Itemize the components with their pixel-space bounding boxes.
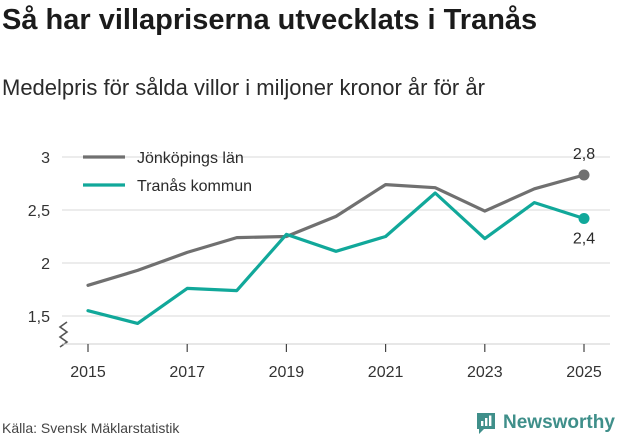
axis-break-mark: [58, 321, 69, 348]
chart-subtitle: Medelpris för sålda villor i miljoner kr…: [2, 75, 485, 100]
source-note: Källa: Svensk Mäklarstatistik: [2, 420, 180, 436]
newsworthy-logo-icon: [477, 413, 495, 434]
x-axis: 2015 2017 2019 2021 2023 2025: [62, 343, 610, 381]
brand-logo: Newsworthy: [475, 409, 615, 437]
x-tick-label: 2025: [566, 364, 602, 381]
y-tick-label: 3: [41, 150, 50, 167]
x-tick-label: 2015: [70, 364, 106, 381]
x-tick-label: 2019: [269, 364, 305, 381]
y-tick-label: 2,5: [28, 203, 50, 220]
end-point-0: [578, 169, 590, 181]
end-label-1: 2,4: [573, 230, 595, 247]
y-axis: 1,5 2 2,5 3: [28, 150, 69, 348]
y-tick-label: 2: [41, 256, 50, 273]
brand-name: Newsworthy: [503, 412, 615, 433]
series-lines: 2,8 2,4: [86, 146, 595, 325]
grid-lines: [62, 156, 610, 317]
legend-label-0: Jönköpings län: [137, 150, 244, 167]
legend-label-1: Tranås kommun: [137, 177, 252, 195]
line-chart: 1,5 2 2,5 3 2015 2017 2019 2021 2023 2025 2,8 2,4…: [28, 146, 610, 381]
x-tick-label: 2023: [467, 364, 503, 381]
series-line-0: [86, 173, 586, 287]
x-tick-label: 2021: [368, 364, 404, 381]
x-tick-label: 2017: [169, 364, 205, 381]
end-label-0: 2,8: [573, 146, 595, 163]
series-line-1: [86, 191, 586, 325]
y-tick-label: 1,5: [28, 309, 50, 326]
end-point-1: [578, 212, 590, 224]
chart-title: Så har villapriserna utvecklats i Tranås: [2, 4, 538, 36]
legend: Jönköpings län Tranås kommun: [83, 150, 252, 195]
